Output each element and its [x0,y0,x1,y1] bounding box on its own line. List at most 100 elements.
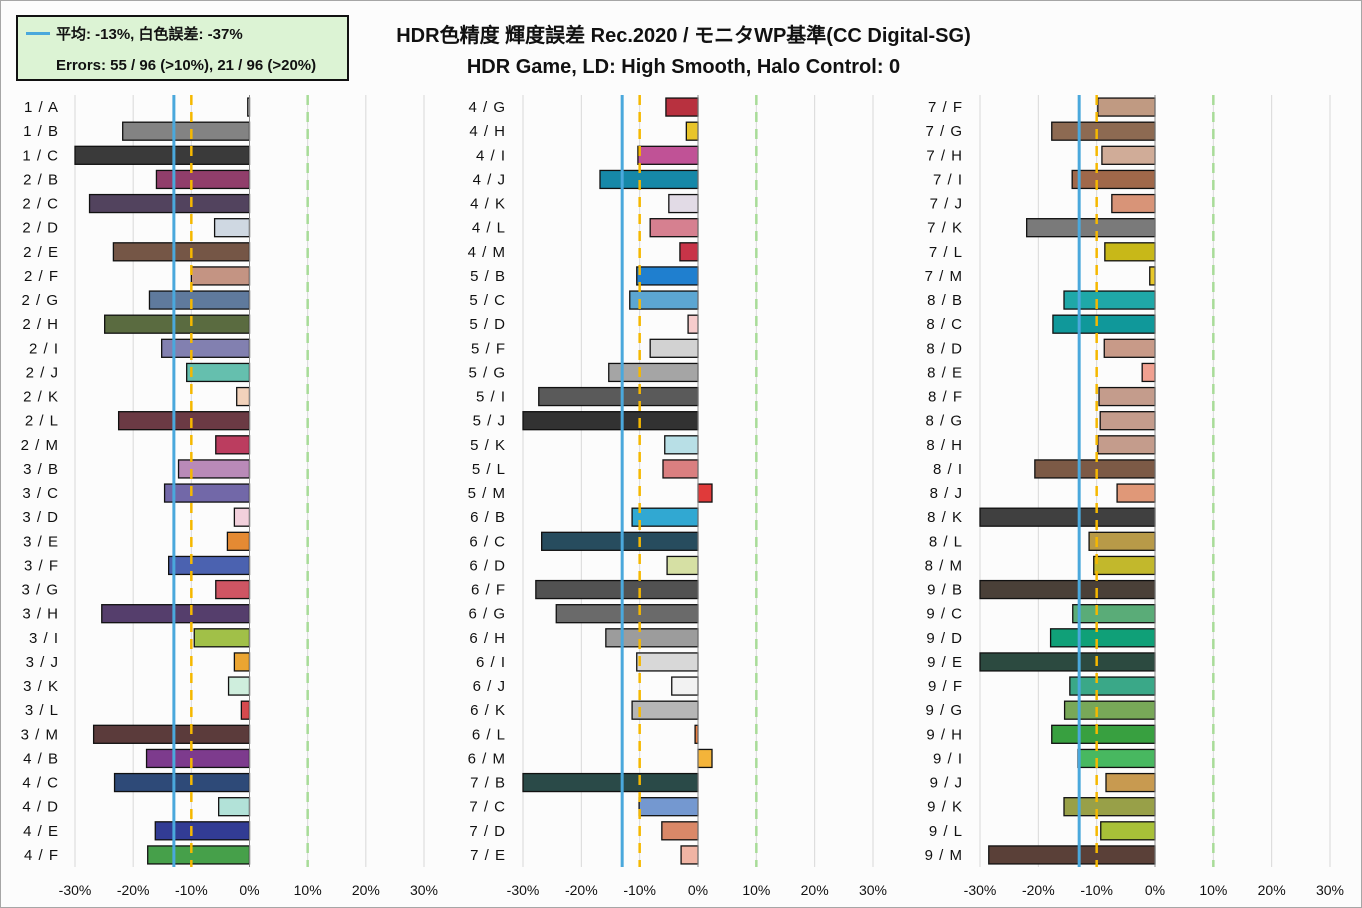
category-label: 3 / D [22,509,59,526]
category-label: 6 / K [470,702,506,719]
category-label: 6 / L [472,726,506,743]
legend-average: 平均: -13%, 白色誤差: -37% [56,26,243,43]
category-label: 1 / B [23,123,59,140]
bar [979,652,1156,672]
category-label: 8 / K [927,509,963,526]
bar [1101,145,1156,165]
bar [662,459,699,479]
bar [535,579,699,600]
chart-title: HDR色精度 輝度誤差 Rec.2020 / モニタWP基準(CC Digita… [396,25,971,47]
category-label: 5 / F [471,340,506,357]
x-tick-label: 10% [1199,882,1227,898]
category-label: 1 / C [22,147,59,164]
bar [1051,121,1156,141]
bar [979,507,1156,527]
panel-1: -30% -20% -10% 0% 10% 20% 30% 1 / A 1 / B 1 / C 2 … [21,95,438,898]
bar [145,748,251,769]
category-label: 9 / B [927,582,963,599]
category-label: 4 / B [23,750,59,767]
bar [671,676,699,696]
category-label: 7 / C [469,799,506,816]
category-label: 4 / L [472,220,506,237]
bar [113,772,251,793]
category-label: 8 / E [927,364,963,381]
bar [679,242,699,262]
bar [1034,459,1156,479]
category-label: 8 / F [928,389,963,406]
category-label: 7 / I [933,171,963,188]
bar [233,652,251,672]
bar [541,531,699,551]
bar [233,507,251,527]
category-label: 2 / J [26,364,59,381]
x-tick-label: -30% [964,882,997,898]
category-label: 3 / M [21,726,59,743]
category-label: 4 / H [469,123,506,140]
bar [1098,386,1156,407]
category-label: 1 / A [24,99,59,116]
bar [1072,604,1156,624]
category-label: 3 / J [26,654,59,671]
category-label: 6 / J [473,678,506,695]
category-label: 2 / E [23,244,59,261]
bar [74,145,251,165]
bar [522,411,699,431]
bar [215,579,251,600]
bar [979,579,1156,600]
category-label: 4 / K [470,196,506,213]
category-label: 3 / L [25,702,59,719]
bar [661,821,699,841]
bar [227,676,251,696]
bar [1149,266,1156,286]
bar [631,700,699,720]
category-label: 8 / I [933,461,963,478]
category-label: 3 / B [23,461,59,478]
category-label: 5 / K [470,437,506,454]
category-label: 2 / H [22,316,59,333]
category-label: 8 / C [926,316,963,333]
bar [649,218,699,238]
x-tick-label: -10% [175,882,208,898]
bar [666,555,699,576]
bar [988,845,1156,865]
bar [1116,483,1156,503]
bar [104,314,251,334]
category-label: 7 / L [929,244,963,261]
bar [697,483,713,503]
bar [599,169,699,190]
category-label: 7 / G [925,123,963,140]
bar [240,700,251,720]
bar [631,507,699,527]
bar [193,628,251,648]
bar [177,459,251,479]
bar [147,845,251,865]
category-label: 4 / E [23,823,59,840]
bar [215,435,251,455]
category-label: 7 / H [926,147,963,164]
bar [685,121,699,141]
x-tick-label: -20% [1022,882,1055,898]
category-label: 6 / M [468,750,506,767]
x-tick-label: -30% [507,882,540,898]
x-tick-label: 0% [1145,882,1165,898]
panel-3: -30% -20% -10% 0% 10% 20% 30% 7 / F 7 / G 7 / H 7 … [925,95,1344,898]
bar [112,242,251,262]
category-label: 6 / C [469,533,506,550]
category-label: 6 / F [471,582,506,599]
category-label: 4 / I [476,147,506,164]
x-tick-label: -30% [59,882,92,898]
bar [117,411,251,431]
category-label: 2 / M [21,437,59,454]
x-tick-label: -20% [565,882,598,898]
category-label: 3 / K [23,678,59,695]
bar [538,386,699,407]
bar [1111,193,1156,214]
bar [1063,290,1156,310]
bar [148,290,251,310]
category-label: 7 / K [927,220,963,237]
bar [186,362,251,383]
category-label: 6 / I [476,654,506,671]
bar [88,193,251,214]
x-tick-label: -10% [1080,882,1113,898]
